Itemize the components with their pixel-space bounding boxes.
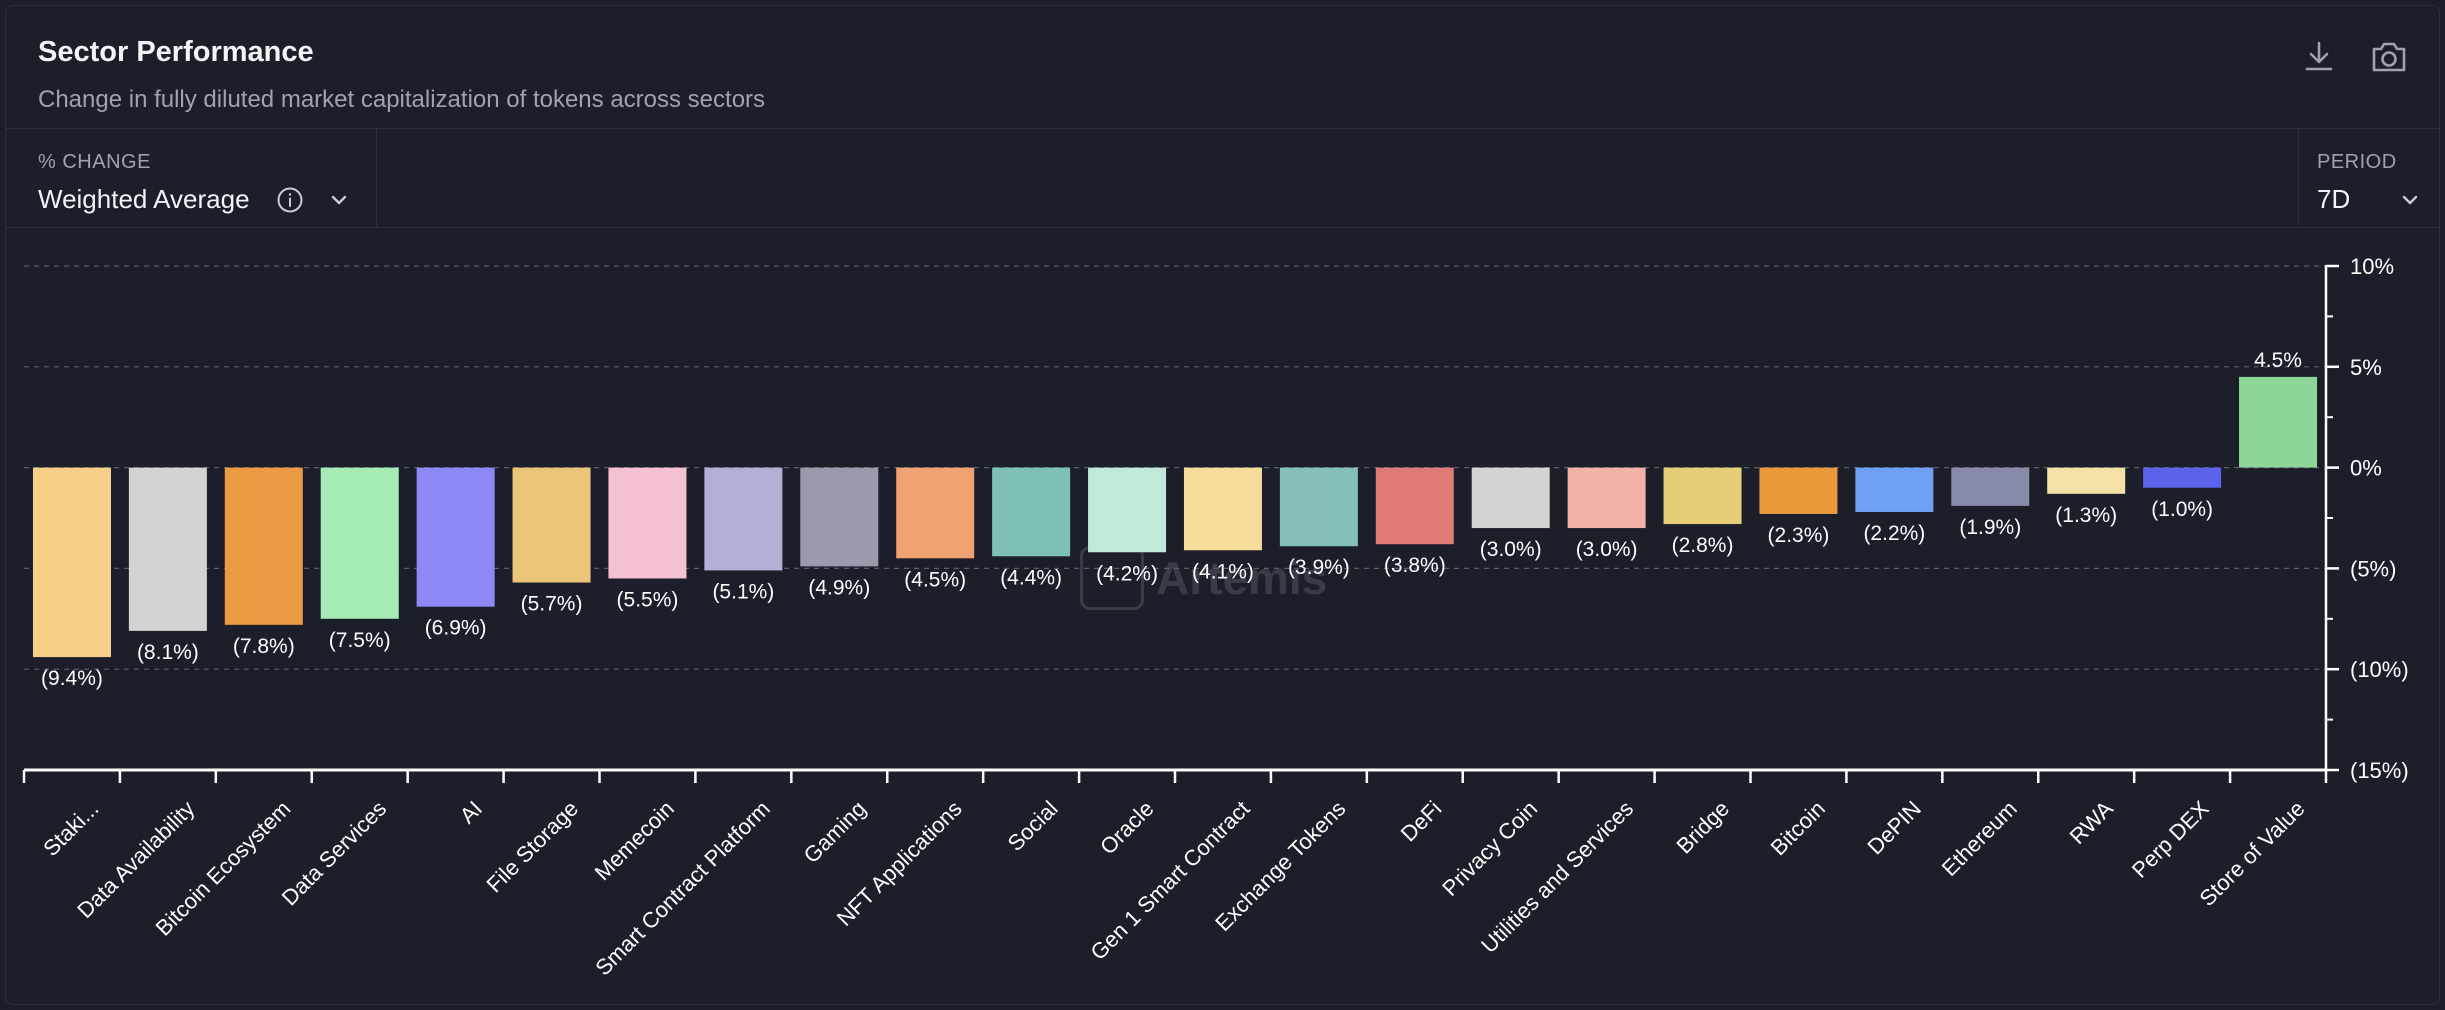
data-label: (4.5%) [904,568,966,591]
x-tick-label: Perp DEX [2127,796,2214,883]
data-label: (6.9%) [425,617,487,640]
x-tick-label: File Storage [482,796,584,898]
y-tick-label: (10%) [2350,657,2409,682]
change-dropdown[interactable]: % CHANGE Weighted Average [6,129,377,227]
data-label: (9.4%) [41,667,103,690]
bar-2 [128,467,207,631]
x-tick-label: Ethereum [1937,796,2022,881]
data-label: (2.3%) [1768,524,1830,547]
bar-12 [1088,467,1167,553]
data-label: 4.5% [2254,349,2302,372]
bar-7 [608,467,687,579]
y-tick-label: 5% [2350,355,2382,380]
data-label: (3.9%) [1288,556,1350,579]
bar-6 [512,467,591,583]
data-label: (3.0%) [1480,538,1542,561]
x-tick-label: Privacy Coin [1437,796,1542,901]
bar-4 [320,467,399,619]
data-label: (1.3%) [2055,504,2117,527]
bar-20 [1855,467,1934,512]
data-label: (5.7%) [521,593,583,616]
bar-18 [1663,467,1742,525]
download-icon[interactable] [2296,34,2342,80]
chevron-down-icon[interactable] [328,189,350,216]
data-label: (1.0%) [2151,498,2213,521]
bar-3 [224,467,303,625]
x-tick-label: Bitcoin [1766,796,1830,860]
bar-8 [704,467,783,571]
x-tick-label: Bridge [1671,796,1734,859]
bar-1 [32,467,111,658]
data-label: (7.8%) [233,635,295,658]
camera-icon[interactable] [2366,34,2412,80]
bar-14 [1279,467,1358,547]
bar-22 [2047,467,2126,494]
x-tick-label: Memecoin [590,796,679,885]
bar-24 [2239,376,2318,468]
x-tick-label: AI [455,796,487,828]
x-tick-label: DeFi [1396,796,1447,847]
chart-controls: % CHANGE Weighted Average PERIOD 7D [6,128,2439,228]
y-tick-label: 0% [2350,456,2382,481]
y-tick-label: (15%) [2350,758,2409,783]
x-tick-label: Smart Contract Platform [590,796,775,981]
change-label: % CHANGE [38,151,151,173]
x-tick-label: Social [1003,796,1063,856]
chevron-down-icon[interactable] [2399,189,2421,216]
y-tick-label: 10% [2350,254,2394,279]
period-label: PERIOD [2317,151,2397,173]
x-tick-label: RWA [2065,796,2118,849]
change-value: Weighted Average [38,184,250,214]
data-label: (5.5%) [617,588,679,611]
bar-11 [992,467,1071,557]
bar-19 [1759,467,1838,514]
data-label: (4.9%) [808,576,870,599]
data-label: (5.1%) [712,580,774,603]
data-label: (3.8%) [1384,554,1446,577]
x-tick-label: Gen 1 Smart Contract [1086,796,1255,965]
page-subtitle: Change in fully diluted market capitaliz… [38,86,766,113]
data-label: (1.9%) [1959,516,2021,539]
bar-9 [800,467,879,567]
bar-21 [1951,467,2030,506]
x-tick-label: Gaming [799,796,871,868]
x-tick-label: DePIN [1862,796,1925,859]
data-label: (8.1%) [137,641,199,664]
y-tick-label: (5%) [2350,556,2396,581]
data-label: (2.8%) [1672,534,1734,557]
bar-23 [2143,467,2222,488]
data-label: (4.1%) [1192,560,1254,583]
data-label: (4.2%) [1096,562,1158,585]
chart-header: Sector Performance Change in fully dilut… [38,36,765,114]
data-label: (7.5%) [329,629,391,652]
bar-16 [1471,467,1550,529]
x-tick-label: Oracle [1095,796,1158,859]
page-title: Sector Performance [38,36,314,68]
period-dropdown[interactable]: PERIOD 7D [2298,129,2439,227]
data-label: (3.0%) [1576,538,1638,561]
period-value: 7D [2317,184,2351,214]
info-icon[interactable] [276,186,304,219]
bar-10 [896,467,975,559]
bar-15 [1375,467,1454,545]
x-tick-label: Staki... [38,796,103,861]
data-label: (2.2%) [1863,522,1925,545]
data-label: (4.4%) [1000,566,1062,589]
bar-17 [1567,467,1646,529]
bar-5 [416,467,495,607]
watermark-text: Artemis [1156,552,1328,604]
bar-13 [1183,467,1262,551]
